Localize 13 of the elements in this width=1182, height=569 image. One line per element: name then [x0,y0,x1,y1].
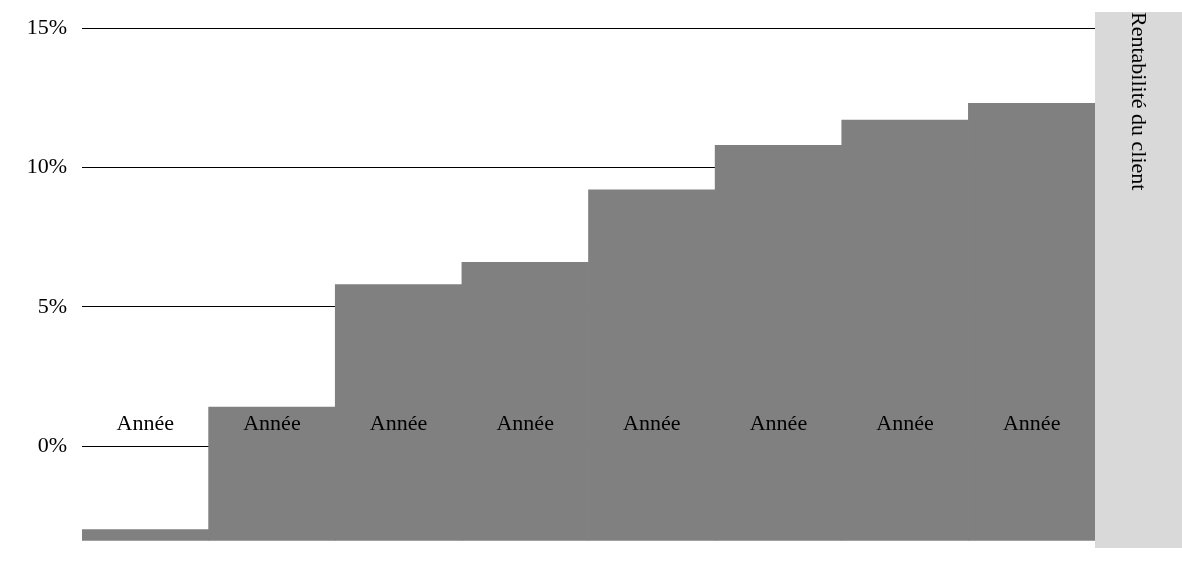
y-tick-label: 15% [26,13,67,39]
x-tick-label: Année [116,409,175,435]
x-tick-label: Année [496,409,554,435]
x-tick-label: Année [243,409,301,435]
x-tick-label: Année [749,409,808,435]
y-tick-label: 0% [37,431,67,457]
y-axis-title: Rentabilité du client [1095,12,1182,548]
x-tick-label: Année [369,409,428,435]
x-tick-label: Année [623,409,681,435]
y-tick-label: 5% [37,292,67,318]
y-tick-label: 10% [26,153,67,179]
x-tick-label: Année [876,409,934,435]
x-tick-label: Année [1002,409,1061,435]
